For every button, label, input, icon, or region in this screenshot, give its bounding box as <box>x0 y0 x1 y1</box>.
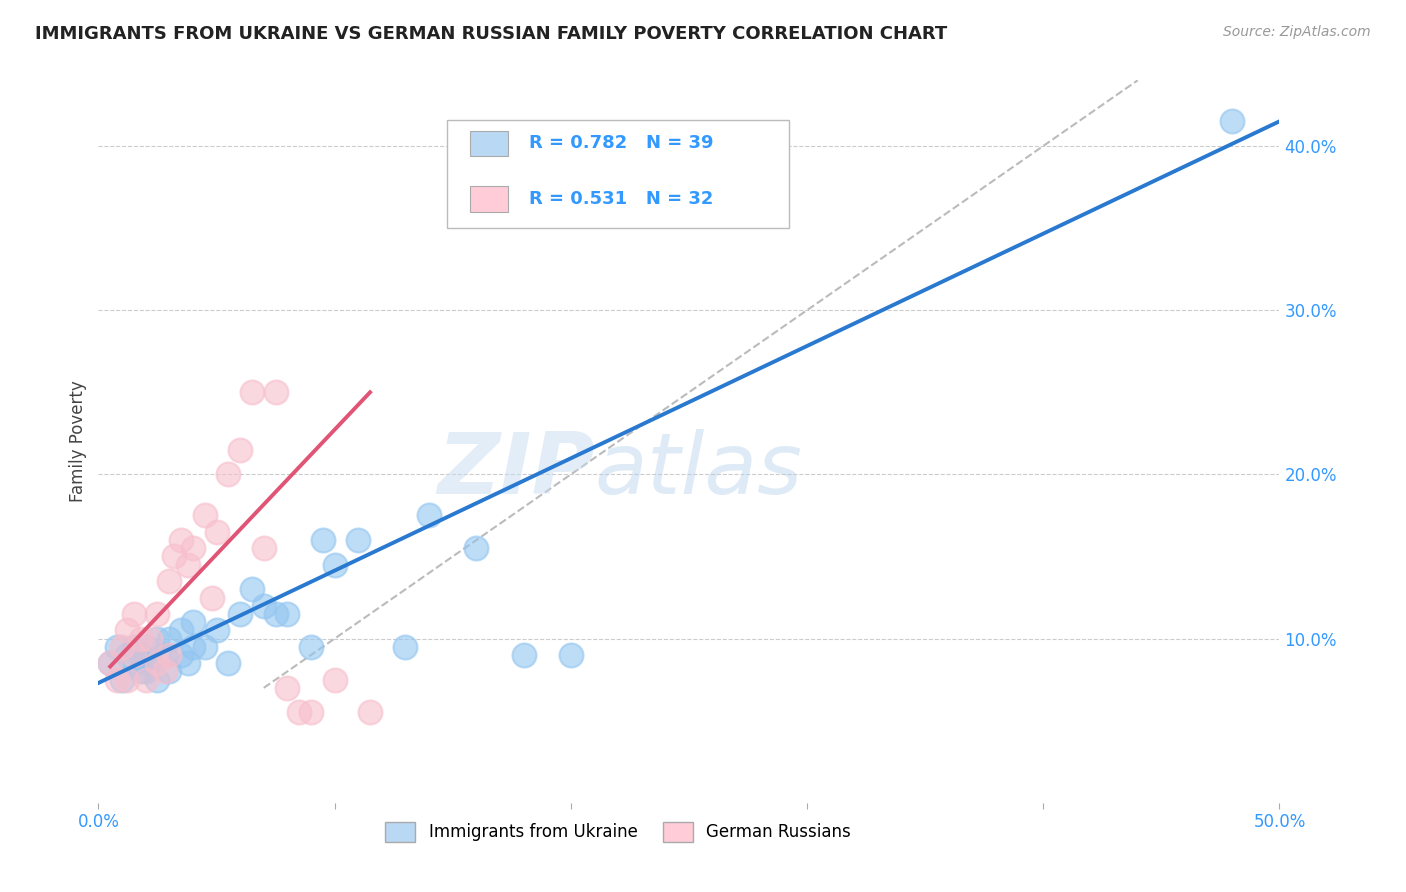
FancyBboxPatch shape <box>447 120 789 228</box>
Point <box>394 640 416 654</box>
Point <box>312 533 335 547</box>
Point <box>157 665 180 679</box>
Point <box>465 541 488 556</box>
Point <box>146 632 169 646</box>
Point <box>512 648 534 662</box>
Point <box>105 640 128 654</box>
Text: ZIP: ZIP <box>437 429 595 512</box>
Point <box>205 524 228 539</box>
Point <box>122 657 145 671</box>
Point <box>181 541 204 556</box>
Point <box>177 657 200 671</box>
Bar <box>471 186 508 211</box>
Point <box>153 648 176 662</box>
Point <box>115 648 138 662</box>
Point <box>135 640 157 654</box>
Text: R = 0.531   N = 32: R = 0.531 N = 32 <box>530 190 714 208</box>
Point <box>139 657 162 671</box>
Point <box>122 607 145 621</box>
Point <box>288 706 311 720</box>
Text: IMMIGRANTS FROM UKRAINE VS GERMAN RUSSIAN FAMILY POVERTY CORRELATION CHART: IMMIGRANTS FROM UKRAINE VS GERMAN RUSSIA… <box>35 25 948 43</box>
Point <box>205 624 228 638</box>
Point <box>146 673 169 687</box>
Point <box>115 624 138 638</box>
Point <box>229 442 252 457</box>
Point <box>135 665 157 679</box>
Point <box>170 648 193 662</box>
Point <box>153 665 176 679</box>
Bar <box>471 131 508 156</box>
Point <box>115 673 138 687</box>
Point <box>129 648 152 662</box>
Point <box>201 591 224 605</box>
Point <box>105 673 128 687</box>
Point <box>177 558 200 572</box>
Point <box>157 632 180 646</box>
Point <box>347 533 370 547</box>
Text: Source: ZipAtlas.com: Source: ZipAtlas.com <box>1223 25 1371 39</box>
Point <box>181 640 204 654</box>
Point <box>359 706 381 720</box>
Text: atlas: atlas <box>595 429 803 512</box>
Point <box>111 673 134 687</box>
Point <box>323 558 346 572</box>
Point <box>229 607 252 621</box>
Point <box>129 665 152 679</box>
Point <box>276 607 298 621</box>
Point <box>299 706 322 720</box>
Y-axis label: Family Poverty: Family Poverty <box>69 381 87 502</box>
Point <box>98 657 121 671</box>
Point <box>157 648 180 662</box>
Point <box>146 657 169 671</box>
Point <box>146 607 169 621</box>
Point <box>194 508 217 523</box>
Point <box>157 574 180 588</box>
Point <box>122 648 145 662</box>
Point <box>98 657 121 671</box>
Point <box>170 624 193 638</box>
Text: R = 0.782   N = 39: R = 0.782 N = 39 <box>530 134 714 153</box>
Point <box>135 673 157 687</box>
Point <box>240 582 263 597</box>
Point <box>264 607 287 621</box>
Point <box>253 599 276 613</box>
Legend: Immigrants from Ukraine, German Russians: Immigrants from Ukraine, German Russians <box>378 815 858 848</box>
Point <box>240 385 263 400</box>
Point <box>253 541 276 556</box>
Point <box>418 508 440 523</box>
Point <box>264 385 287 400</box>
Point <box>299 640 322 654</box>
Point <box>181 615 204 630</box>
Point <box>323 673 346 687</box>
Point <box>217 467 239 482</box>
Point <box>276 681 298 695</box>
Point <box>217 657 239 671</box>
Point <box>560 648 582 662</box>
Point <box>1220 114 1243 128</box>
Point <box>122 640 145 654</box>
Point <box>129 632 152 646</box>
Point <box>194 640 217 654</box>
Point <box>111 640 134 654</box>
Point <box>139 632 162 646</box>
Point <box>170 533 193 547</box>
Point <box>163 549 186 564</box>
